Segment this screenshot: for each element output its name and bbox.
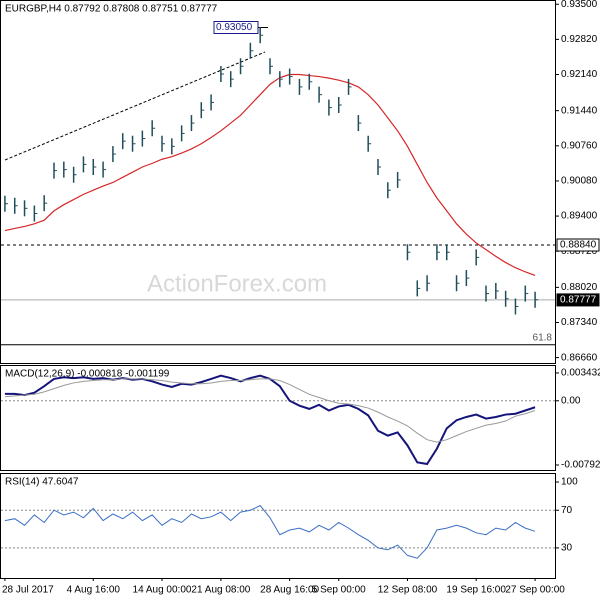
x-tick-label: 28 Aug 16:00 — [260, 585, 319, 596]
watermark: ActionForex.com — [147, 270, 327, 297]
level-box — [556, 293, 600, 307]
rsi-frame — [0, 473, 556, 579]
fib-label: 61.8 — [533, 332, 553, 343]
y-tick-label: 100 — [561, 477, 578, 488]
moving-average — [4, 73, 536, 277]
level-label: 0.87777 — [560, 295, 597, 306]
indicator-line — [4, 374, 536, 466]
y-tick-label: 0.89400 — [561, 211, 598, 222]
y-tick-label: 0.86660 — [561, 352, 598, 363]
indicator-line — [4, 378, 536, 443]
y-tick-label: -0.007925 — [561, 460, 600, 471]
x-tick-label: 21 Aug 08:00 — [191, 585, 250, 596]
price-frame — [0, 0, 556, 364]
x-tick-label: 14 Aug 00:00 — [133, 585, 192, 596]
indicator-line — [4, 504, 536, 559]
y-tick-label: 0.88020 — [561, 282, 598, 293]
y-tick-label: 70 — [561, 505, 573, 516]
panel-title: EURGBP,H4 0.87792 0.87808 0.87751 0.8777… — [5, 4, 218, 15]
y-tick-label: 0.00 — [561, 395, 581, 406]
panel-title: MACD(12,26,9) -0.000818 -0.001199 — [5, 369, 170, 380]
macd-frame — [0, 365, 556, 471]
panel-title: RSI(14) 47.6047 — [5, 477, 79, 488]
level-box — [556, 238, 600, 252]
y-tick-label: 0.003432 — [561, 368, 600, 379]
level-label: 0.88840 — [560, 240, 597, 251]
peak-label: 0.93050 — [216, 22, 253, 33]
x-tick-label: 27 Sep 00:00 — [505, 585, 565, 596]
x-tick-label: 28 Jul 2017 — [2, 585, 54, 596]
y-tick-label: 0.90080 — [561, 176, 598, 187]
trendline — [4, 51, 266, 161]
x-tick-label: 4 Aug 16:00 — [67, 585, 121, 596]
y-tick-label: 0.87340 — [561, 317, 598, 328]
y-tick-label: 0.91440 — [561, 105, 598, 116]
y-tick-label: 0.92820 — [561, 34, 598, 45]
y-tick-label: 0.90760 — [561, 140, 598, 151]
x-tick-label: 12 Sep 08:00 — [378, 585, 438, 596]
x-tick-label: 5 Sep 00:00 — [312, 585, 366, 596]
x-tick-label: 19 Sep 16:00 — [446, 585, 506, 596]
y-tick-label: 0.93500 — [561, 0, 598, 10]
y-tick-label: 30 — [561, 543, 573, 554]
y-tick-label: 0.92140 — [561, 69, 598, 80]
